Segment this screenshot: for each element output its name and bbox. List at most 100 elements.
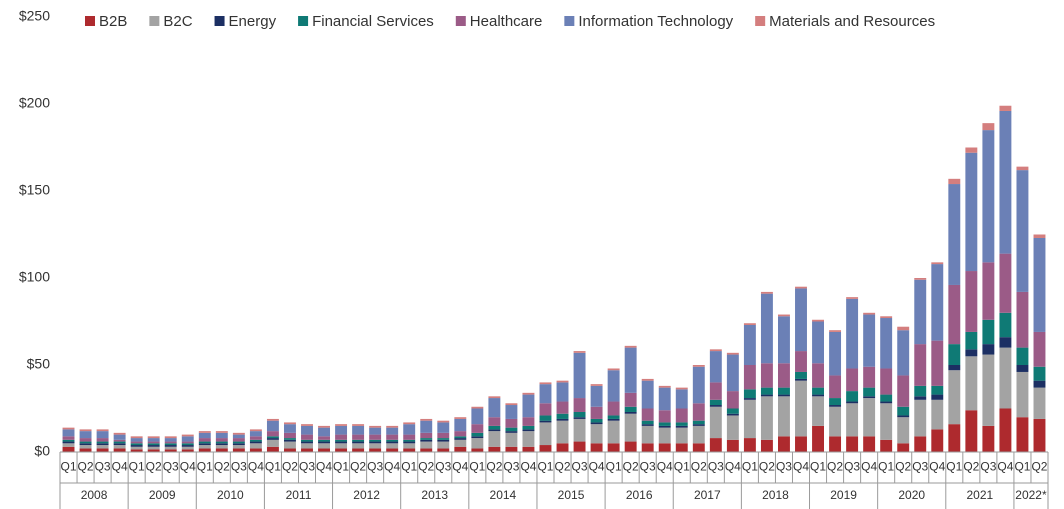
bar-segment [96, 443, 109, 446]
bar-segment [1016, 365, 1029, 372]
bar-segment [420, 448, 433, 452]
x-tick-label: Q4 [248, 460, 264, 474]
bar-segment [931, 264, 944, 341]
x-tick-label: Q2 [963, 460, 979, 474]
bar-segment [624, 347, 637, 393]
bar-segment [62, 427, 75, 430]
bar-segment [982, 354, 995, 426]
bar-segment [692, 365, 705, 367]
bar-segment [488, 398, 501, 418]
bar-segment [675, 425, 688, 428]
bar-segment [79, 441, 92, 444]
legend-swatch [564, 16, 575, 26]
bar-segment [471, 448, 484, 452]
bar-segment [232, 434, 245, 439]
x-group-label: 2013 [421, 488, 448, 502]
bar-segment [846, 368, 859, 392]
x-group-label: 2011 [286, 488, 312, 502]
bar-segment [1033, 380, 1046, 388]
bar-segment [675, 443, 688, 452]
bar-segment [113, 448, 126, 452]
bar-segment [318, 443, 330, 449]
bar-segment [743, 323, 756, 325]
x-tick-label: Q3 [299, 460, 315, 474]
bar-segment [96, 431, 109, 439]
bar-segment [284, 438, 296, 440]
bar-segment [232, 438, 245, 442]
bar-segment [743, 399, 756, 439]
bar-segment [522, 446, 535, 452]
bar-segment [743, 398, 756, 400]
x-tick-label: Q3 [912, 460, 928, 474]
bar-segment [812, 396, 824, 426]
bar-segment [164, 436, 177, 439]
bar-segment [982, 344, 995, 355]
bar-segment [880, 403, 893, 440]
x-group-label: 2017 [694, 488, 721, 502]
bar-segment [795, 351, 807, 372]
bar-segment [965, 152, 978, 272]
bar-segment [607, 370, 620, 402]
bar-segment [130, 446, 143, 450]
x-tick-label: Q3 [163, 460, 179, 474]
bar-segment [897, 417, 910, 444]
x-tick-label: Q3 [572, 460, 588, 474]
bar-segment [1033, 331, 1046, 367]
bar-segment [590, 406, 603, 419]
bar-segment [437, 438, 450, 440]
bar-segment [897, 326, 910, 331]
bar-segment [198, 441, 211, 444]
bar-segment [147, 445, 160, 447]
x-group-label: 2008 [81, 488, 108, 502]
bar-segment [437, 432, 450, 439]
bar-segment [1016, 347, 1029, 365]
bar-segment [726, 413, 739, 416]
bar-segment [556, 413, 569, 419]
bar-segment [590, 384, 603, 386]
bar-segment [522, 425, 535, 430]
bar-segment [62, 441, 75, 444]
bar-segment [318, 439, 330, 442]
x-group-label: 2010 [217, 488, 244, 502]
bar-segment [79, 438, 92, 442]
bar-segment [505, 418, 518, 428]
bar-segment [675, 387, 688, 390]
bar-segment [709, 399, 722, 406]
bar-segment [624, 441, 637, 452]
bar-segment [488, 417, 501, 426]
bar-segment [79, 431, 92, 439]
bar-segment [147, 449, 160, 452]
y-tick-label: $50 [27, 356, 51, 372]
x-tick-label: Q4 [725, 460, 741, 474]
x-tick-label: Q3 [776, 460, 792, 474]
bar-segment [641, 443, 654, 452]
bar-segment [96, 438, 109, 442]
bar-segment [266, 431, 279, 437]
bar-segment [658, 387, 671, 411]
bar-segment [79, 448, 92, 452]
bar-segment [573, 411, 586, 418]
bar-segment [556, 382, 569, 402]
bar-segment [1033, 387, 1046, 419]
bar-segment [675, 389, 688, 409]
bar-segment [113, 439, 126, 442]
bar-segment [335, 439, 348, 442]
x-tick-label: Q2 [895, 460, 911, 474]
legend-label: B2C [163, 13, 192, 30]
bar-segment [999, 408, 1012, 452]
bar-segment [232, 432, 245, 435]
bar-segment [318, 441, 330, 444]
bar-segment [539, 382, 552, 385]
bar-segment [1033, 234, 1046, 238]
bar-segment [215, 448, 228, 452]
bar-segment [232, 448, 245, 452]
bar-segment [778, 436, 790, 452]
bar-segment [624, 345, 637, 348]
bar-segment [880, 368, 893, 395]
bar-segment [249, 448, 262, 452]
bar-segment [113, 443, 126, 446]
bar-segment [914, 385, 927, 397]
bar-segment [829, 406, 842, 437]
bar-segment [369, 434, 382, 440]
bar-segment [658, 422, 671, 426]
